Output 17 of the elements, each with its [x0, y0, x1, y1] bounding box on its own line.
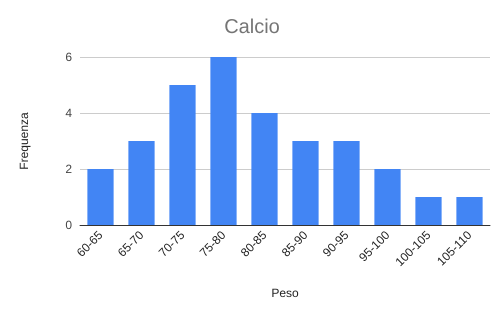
bar — [333, 141, 360, 225]
bar — [128, 141, 155, 225]
bar — [415, 197, 442, 225]
x-axis-title: Peso — [271, 286, 299, 300]
bar — [210, 57, 237, 225]
bar — [374, 169, 401, 225]
y-axis-title: Frequenza — [17, 112, 31, 170]
y-tick-label: 2 — [65, 162, 72, 176]
bar — [251, 113, 278, 225]
bar — [169, 85, 196, 225]
y-tick-label: 4 — [65, 106, 72, 120]
bar — [87, 169, 114, 225]
chart-title: Calcio — [224, 16, 280, 38]
y-tick-label: 6 — [65, 50, 72, 64]
y-tick-label: 0 — [65, 218, 72, 232]
bar — [456, 197, 483, 225]
bar — [292, 141, 319, 225]
